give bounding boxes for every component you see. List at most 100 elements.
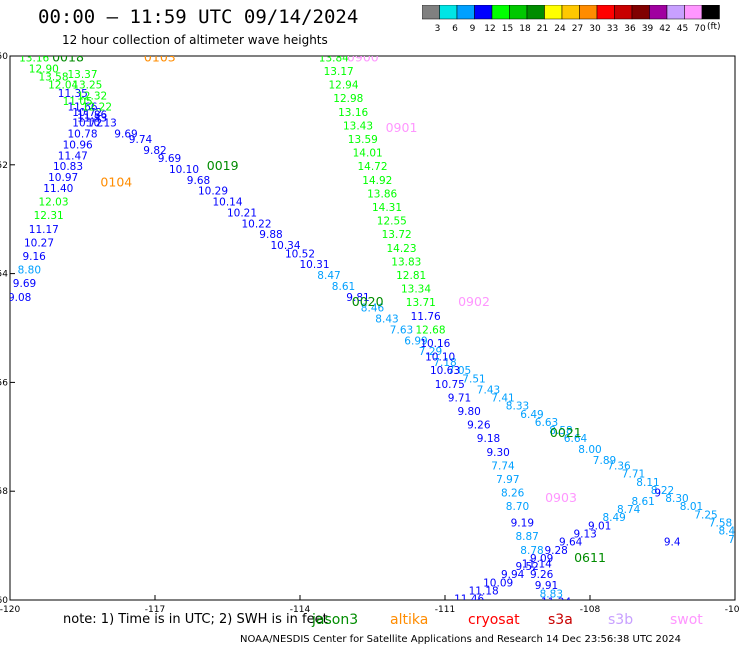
wave-height-value: 12.22: [82, 101, 112, 113]
colorbar-tick-label: 18: [519, 24, 531, 34]
lon-tick-label: -114: [290, 605, 311, 615]
map-frame: [9, 55, 736, 601]
wave-height-value: 8.01: [680, 501, 703, 513]
wave-height-value: 7.71: [622, 469, 645, 481]
wave-height-value: 6.49: [520, 409, 543, 421]
wave-height-value: 13.16: [19, 52, 49, 64]
wave-height-value: 9.82: [143, 145, 166, 157]
wave-height-value: 13.17: [324, 66, 354, 78]
wave-height-value: 11.14: [522, 558, 552, 570]
wave-height-value: 14.01: [353, 148, 383, 160]
wave-height-value: 9.09: [530, 553, 553, 565]
wave-height-value: 10.10: [425, 352, 455, 364]
wave-height-value: 9.08: [8, 292, 31, 304]
wave-height-value: 13.58: [38, 71, 68, 83]
wave-height-value: 9.69: [158, 153, 181, 165]
wave-height-value: 9.91: [535, 580, 558, 592]
wave-height-value: 13.16: [338, 107, 368, 119]
lat-tick-label: -54: [0, 270, 8, 280]
wave-height-value: 8.49: [718, 526, 740, 538]
wave-height-value: 9.26: [467, 420, 491, 432]
satellite-legend-item: s3a: [548, 612, 573, 628]
wave-height-value: 8.58: [549, 425, 572, 437]
wave-height-value: 9.52: [515, 561, 538, 573]
wave-height-value: 10.16: [420, 338, 450, 350]
wave-height-value: 10.13: [87, 118, 117, 130]
wave-height-value: 8.70: [506, 501, 529, 513]
wave-height-value: 9.68: [187, 175, 210, 187]
wave-height-value: 13.34: [401, 284, 431, 296]
wave-height-value: 14.31: [372, 202, 402, 214]
satellite-legend-item: altika: [390, 612, 429, 628]
wave-height-value: 7.05: [448, 365, 471, 377]
colorbar-tick-label: 3: [435, 24, 441, 34]
wave-height-value: 8.26: [501, 488, 525, 500]
colorbar-tick-label: 36: [624, 24, 636, 34]
wave-height-value: 10.83: [53, 161, 83, 173]
wave-height-value: 8.49: [602, 512, 625, 524]
track-layer: 13.1612.9013.5812.0411.3511.0511.6610.72…: [8, 52, 740, 608]
pass-time-label: 0903: [545, 490, 577, 505]
wave-height-value: 7.36: [607, 460, 631, 472]
wave-height-value: 6.99: [404, 335, 427, 347]
wave-height-value: 11.33: [77, 112, 107, 124]
wave-height-value: 8.30: [665, 493, 688, 505]
wave-height-value: 11.86: [77, 110, 107, 122]
wave-height-value: 8.74: [617, 504, 641, 516]
wave-height-value: 13.86: [367, 188, 397, 200]
pass-time-label: 0901: [386, 120, 418, 135]
colorbar-tick-label: 12: [484, 24, 495, 34]
wave-height-value: 7.63: [390, 324, 413, 336]
wave-height-value: 11.76: [411, 311, 441, 323]
wave-height-value: 10.29: [198, 186, 228, 198]
wave-height-value: 8.87: [515, 531, 538, 543]
wave-height-value: 10.10: [169, 164, 199, 176]
wave-height-value: 11.40: [43, 183, 73, 195]
wave-height-value: 13.72: [382, 229, 412, 241]
colorbar-swatch: [701, 5, 720, 20]
wave-height-value: 10.31: [299, 259, 329, 271]
wave-height-value: 12.81: [396, 270, 426, 282]
pass-time-label: 0611: [574, 550, 606, 565]
wave-height-value: 10.96: [63, 139, 93, 151]
wave-height-value: 12.55: [377, 216, 407, 228]
lat-tick-label: -60: [0, 596, 8, 606]
lat-tick-label: -50: [0, 52, 8, 62]
colorbar-tick-label: 27: [572, 24, 583, 34]
colorbar-tick-label: 30: [589, 24, 601, 34]
wave-height-value: 12.98: [333, 93, 363, 105]
wave-height-value: 14.92: [362, 175, 392, 187]
colorbar-tick-label: 15: [502, 24, 513, 34]
wave-height-value: 8.43: [375, 314, 398, 326]
wave-height-value: 9.16: [22, 251, 46, 263]
lon-tick-label: -117: [145, 605, 165, 615]
wave-height-value: 11.24: [541, 596, 571, 608]
wave-height-value: 9.30: [486, 447, 509, 459]
wave-height-value: 7.25: [694, 509, 717, 521]
wave-height-value: 7.74: [491, 460, 515, 472]
wave-height-value: 8.78: [520, 545, 543, 557]
wave-height-value: 9.19: [511, 518, 534, 530]
colorbar-unit-label: (ft): [707, 22, 721, 32]
satellite-legend-item: jason3: [312, 612, 359, 628]
wave-height-value: 11.35: [58, 88, 88, 100]
wave-height-value: 12.31: [34, 210, 64, 222]
wave-height-value: 10.27: [24, 237, 54, 249]
wave-height-value: 10.21: [227, 207, 257, 219]
wave-height-value: 12.32: [77, 91, 107, 103]
wave-height-value: 12.94: [328, 80, 358, 92]
lon-tick-label: -105: [725, 605, 740, 615]
wave-height-value: 12.04: [48, 80, 78, 92]
wave-height-value: 13.83: [391, 256, 421, 268]
wave-height-value: 11.66: [67, 101, 97, 113]
wave-height-value: 9.18: [477, 433, 500, 445]
map-subtitle: 12 hour collection of altimeter wave hei…: [62, 33, 328, 47]
pass-time-label: 0019: [207, 158, 239, 173]
colorbar-tick-label: 45: [677, 24, 688, 34]
wave-height-value: 8.22: [651, 485, 674, 497]
wave-height-value: 9.71: [448, 392, 471, 404]
wave-height-value: 13.25: [72, 80, 102, 92]
wave-height-value: 11.47: [58, 150, 88, 162]
wave-height-value: 13.71: [406, 297, 436, 309]
